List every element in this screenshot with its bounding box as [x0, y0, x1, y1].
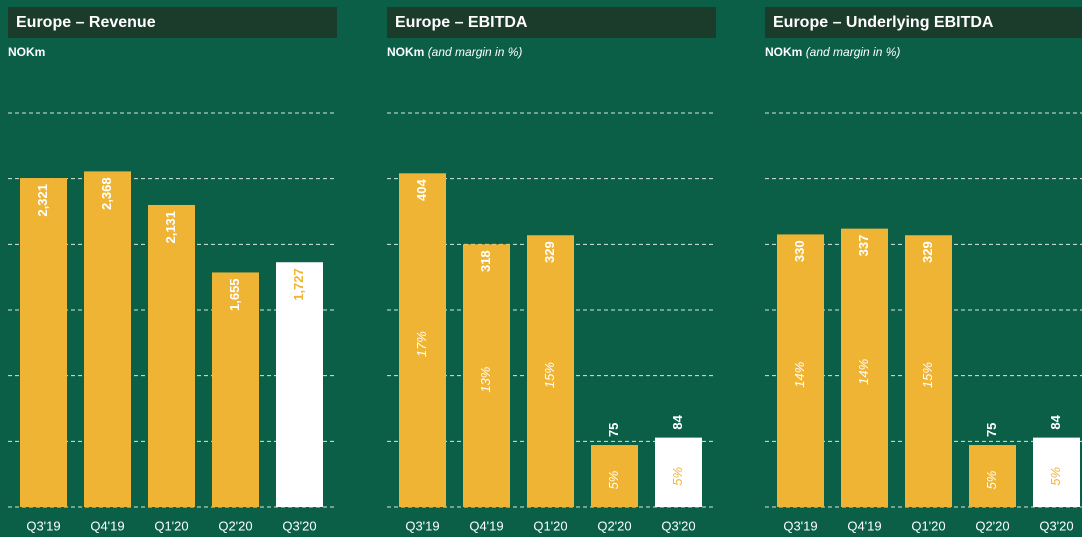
title-bar — [765, 7, 1082, 38]
bar — [20, 178, 67, 507]
subtitle-unit: NOKm — [765, 45, 802, 59]
x-tick-label: Q1'20 — [154, 518, 188, 533]
bar — [777, 234, 824, 507]
value-label: 329 — [542, 241, 557, 263]
value-label: 329 — [920, 241, 935, 263]
value-label: 2,131 — [163, 211, 178, 244]
chart-title: Europe – EBITDA — [395, 14, 528, 31]
x-tick-label: Q4'19 — [469, 518, 503, 533]
value-label: 84 — [1048, 414, 1063, 429]
x-tick-label: Q3'20 — [1039, 518, 1073, 533]
x-tick-label: Q2'20 — [975, 518, 1009, 533]
subtitle-note: (and margin in %) — [806, 45, 901, 59]
bar — [527, 235, 574, 507]
value-label: 1,727 — [291, 268, 306, 301]
bar — [148, 204, 195, 507]
subtitle-unit: NOKm — [387, 45, 424, 59]
bar — [212, 272, 259, 507]
value-label: 2,321 — [35, 184, 50, 217]
value-label: 404 — [414, 179, 429, 201]
value-label: 2,368 — [99, 177, 114, 210]
bar — [969, 445, 1016, 507]
bar — [399, 173, 446, 507]
margin-label: 17% — [414, 331, 429, 357]
bar — [591, 445, 638, 507]
value-label: 337 — [856, 235, 871, 257]
chart-title: Europe – Revenue — [16, 14, 156, 31]
x-tick-label: Q4'19 — [90, 518, 124, 533]
bar — [276, 262, 323, 507]
subtitle-unit: NOKm — [8, 45, 45, 59]
bar — [84, 171, 131, 508]
x-tick-label: Q2'20 — [218, 518, 252, 533]
value-label: 330 — [792, 240, 807, 262]
margin-label: 13% — [478, 367, 493, 393]
margin-label: 15% — [920, 362, 935, 388]
x-tick-label: Q4'19 — [847, 518, 881, 533]
margin-label: 15% — [542, 362, 557, 388]
bar — [841, 228, 888, 508]
x-tick-label: Q2'20 — [597, 518, 631, 533]
margin-label: 14% — [792, 362, 807, 388]
bar — [1033, 437, 1080, 507]
x-tick-label: Q1'20 — [533, 518, 567, 533]
x-tick-label: Q3'20 — [282, 518, 316, 533]
bar — [463, 244, 510, 508]
margin-label: 14% — [856, 359, 871, 385]
x-tick-label: Q1'20 — [911, 518, 945, 533]
subtitle: NOKm (and margin in %) — [765, 45, 900, 59]
value-label: 75 — [606, 423, 621, 437]
value-label: 1,655 — [227, 278, 242, 311]
value-label: 318 — [478, 250, 493, 272]
title-bar — [8, 7, 337, 38]
title-bar — [387, 7, 716, 38]
x-tick-label: Q3'20 — [661, 518, 695, 533]
bar — [655, 437, 702, 507]
margin-label: 5% — [984, 471, 999, 490]
margin-label: 5% — [670, 467, 685, 486]
value-label: 75 — [984, 423, 999, 437]
x-tick-label: Q3'19 — [405, 518, 439, 533]
x-tick-label: Q3'19 — [783, 518, 817, 533]
subtitle-note: (and margin in %) — [428, 45, 523, 59]
x-tick-label: Q3'19 — [26, 518, 60, 533]
value-label: 84 — [670, 414, 685, 429]
subtitle: NOKm (and margin in %) — [387, 45, 522, 59]
margin-label: 5% — [1048, 467, 1063, 486]
subtitle: NOKm — [8, 45, 45, 59]
bar — [905, 235, 952, 507]
chart-title: Europe – Underlying EBITDA — [773, 14, 994, 31]
margin-label: 5% — [606, 471, 621, 490]
